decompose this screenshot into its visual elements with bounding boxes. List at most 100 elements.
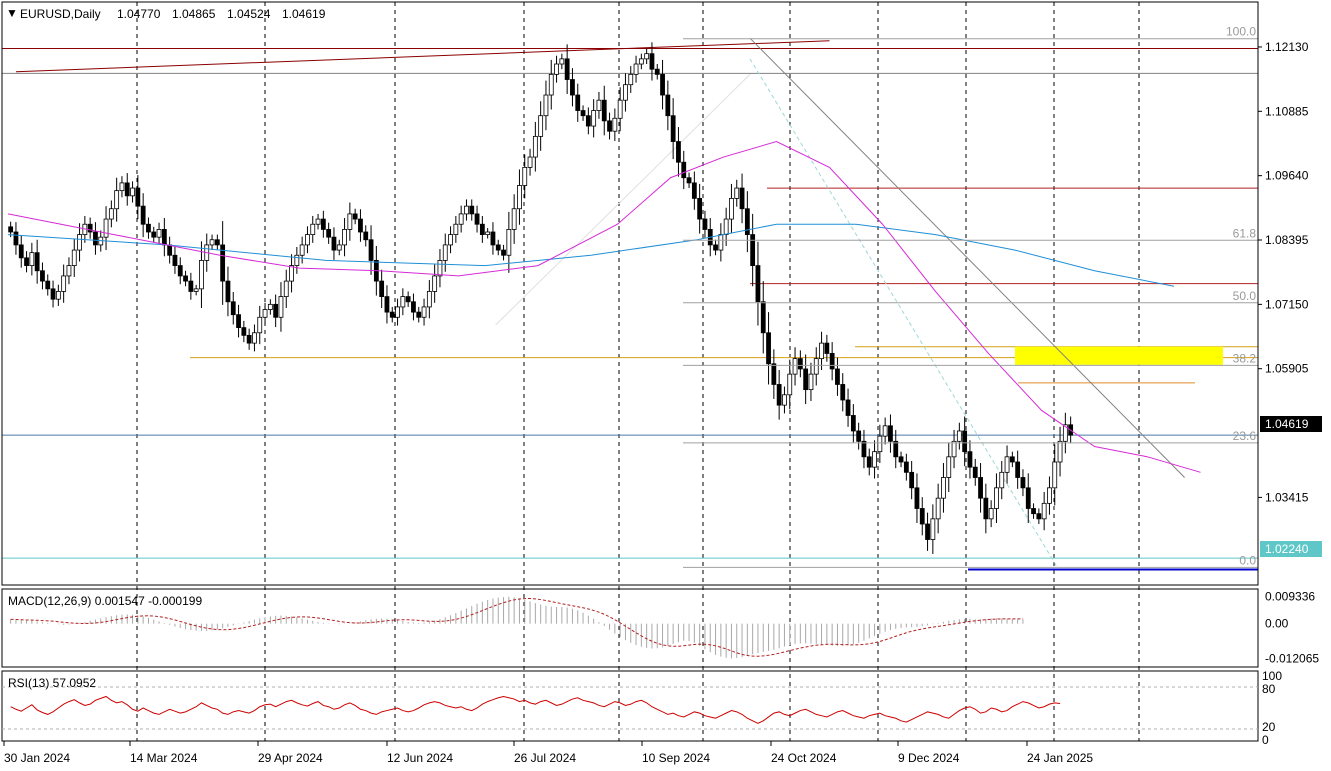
candle-body [930,518,936,540]
candle-body [681,161,687,179]
candle-body [623,84,628,101]
candle-body [760,301,766,334]
candle-body [108,208,114,220]
candle-body [315,218,321,225]
macd-signal-line [10,598,1023,657]
candle-body [400,296,406,308]
time-tick-label: 26 Jul 2024 [514,751,576,765]
candle-body [872,451,877,468]
time-tick-label: 30 Jan 2024 [4,751,70,765]
candle-body [898,456,904,463]
candle-body [570,79,575,96]
candle-body [978,477,983,499]
candle-body [723,218,729,235]
candle-body [702,218,708,230]
candle-body [686,177,692,184]
current-price-label: 1.04619 [1265,417,1309,431]
candle-body [66,265,72,277]
candle-body [1015,461,1021,478]
candle-body [140,205,146,225]
price-tick-label: 1.10885 [1265,104,1309,118]
time-axis: 30 Jan 2024 14 Mar 2024 29 Apr 2024 12 Jun … [3,741,1093,765]
candle-body [283,280,289,298]
candle-body [856,430,862,442]
candle-body [697,198,703,220]
ohlc-low: 1.04524 [227,7,271,21]
candle-body [925,523,930,540]
candle-body [326,229,332,238]
candle-body [135,187,141,207]
candle-body [193,288,199,292]
candle-body [8,226,14,233]
candle-body [331,236,337,251]
candle-body [585,115,591,127]
candle-body [914,487,920,509]
candle-body [405,296,411,303]
ohlc-open: 1.04770 [117,7,161,21]
candle-body [596,99,602,111]
candle-body [543,94,549,117]
time-tick-label: 29 Apr 2024 [258,751,323,765]
candle-body [1004,456,1010,473]
candle-body [1009,456,1015,463]
candle-body [262,309,268,318]
candle-body [983,497,989,520]
macd-tick-label: 0.00 [1265,617,1289,631]
macd-title: MACD(12,26,9) 0.001547 -0.000199 [8,594,202,608]
candle-body [845,399,851,416]
candle-body [61,275,67,292]
candle-body [273,303,279,318]
candle-body [379,280,385,298]
candle-body [347,213,353,230]
macd-tick-label: -0.012065 [1265,652,1319,666]
candle-body [45,280,51,290]
candle-body [734,187,740,199]
rsi-tick-label: 100 [1262,669,1282,683]
candle-body [289,265,294,282]
candle-body [538,115,544,137]
candle-body [469,205,475,215]
highlight-zone [1015,346,1223,365]
time-tick-label: 14 Mar 2024 [130,751,198,765]
candle-body [257,316,263,334]
candle-body [1062,424,1068,442]
candle-body [511,208,517,230]
fib-level-label: 23.6 [1233,429,1257,443]
candle-body [474,213,480,225]
candle-body [146,223,151,233]
candle-body [278,296,284,318]
candle-body [87,223,93,233]
candle-body [490,231,496,246]
candle-body [411,301,416,313]
candle-body [850,415,856,432]
candle-body [416,311,422,318]
candle-body [601,99,607,122]
fib-level-label: 100.0 [1226,25,1256,39]
trendline [749,37,1185,478]
candle-body [999,471,1005,489]
candle-body [797,358,803,370]
candle-body [866,456,872,468]
candle-body [114,190,120,210]
candle-body [782,394,787,406]
price-panel-frame [1,1,1259,586]
candle-body [172,254,178,266]
candle-body [766,332,771,365]
candle-body [437,260,443,277]
candle-body [824,342,830,354]
candle-body [835,368,840,385]
rsi-panel-frame [1,670,1259,742]
candle-body [130,187,135,197]
candle-body [1057,440,1063,463]
candle-body [803,368,809,391]
collapse-triangle-icon[interactable]: ▼ [6,6,18,20]
candle-body [532,135,538,158]
candle-body [368,239,374,261]
candle-body [956,430,962,442]
candle-body [442,244,448,261]
candle-body [522,166,528,186]
current-price-tag [1260,416,1322,432]
price-tick-label: 1.08395 [1265,233,1309,247]
